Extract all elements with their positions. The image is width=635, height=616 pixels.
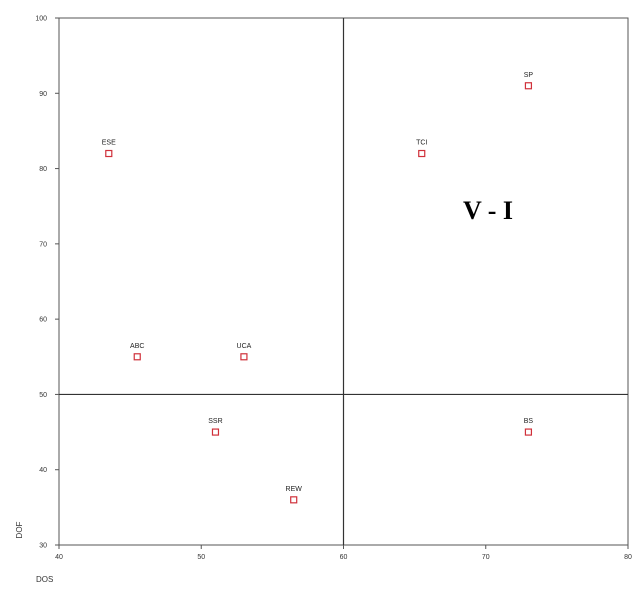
data-point-marker [211,428,220,436]
x-tick-label: 40 [55,554,63,561]
data-point-marker [524,82,533,90]
data-point-label: UCA [237,343,252,350]
quadrant-label: V - I [463,196,513,225]
data-point-marker [524,428,533,436]
data-point-label: SSR [208,418,222,425]
x-tick-label: 80 [624,554,632,561]
x-tick-label: 70 [482,554,490,561]
y-tick-label: 100 [35,16,47,23]
y-tick-label: 80 [39,166,47,173]
data-point-marker [240,353,248,361]
y-axis-title: DOF [15,521,24,538]
x-tick-label: 50 [197,554,205,561]
y-tick-label: 50 [39,392,47,399]
y-tick-label: 60 [39,317,47,324]
data-point-label: BS [524,418,534,425]
data-point-label: REW [286,486,303,493]
y-tick-label: 70 [39,241,47,248]
data-point-marker [418,149,426,158]
data-point-marker [290,496,298,504]
data-point-label: TCI [416,140,427,147]
x-tick-label: 60 [340,554,348,561]
data-point-label: ESE [102,140,116,147]
data-point-marker [105,149,113,158]
y-tick-label: 40 [39,467,47,474]
y-tick-label: 30 [39,543,47,550]
data-point-label: ABC [130,343,144,350]
y-tick-label: 90 [39,91,47,98]
data-point-label: SP [524,72,534,79]
x-axis-title: DOS [36,575,53,584]
data-point-marker [133,353,141,361]
